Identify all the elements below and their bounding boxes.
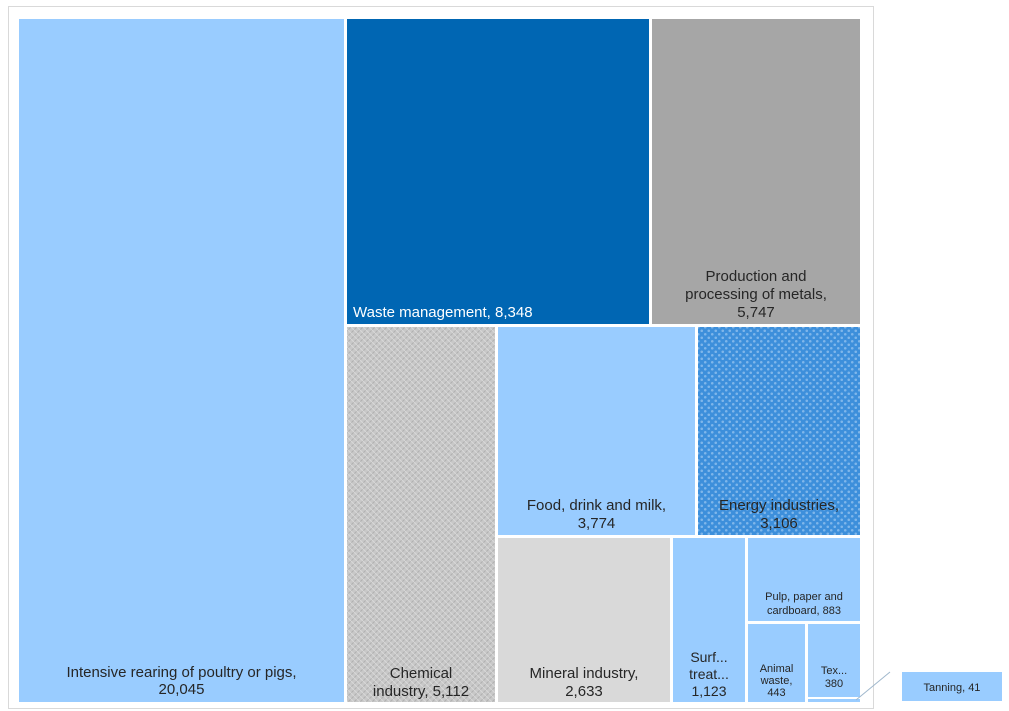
treemap-label-mineral-industry-line-1: Mineral industry, bbox=[530, 665, 639, 682]
treemap-cell-textiles bbox=[808, 624, 860, 697]
treemap-label-textiles-line-2: 380 bbox=[825, 678, 843, 690]
treemap-label-surface-treatment-line-1: Surf... bbox=[690, 649, 727, 665]
treemap-cell-mineral-industry bbox=[498, 538, 670, 702]
treemap-label-production-and-processing-of-metals-line-3: 5,747 bbox=[737, 304, 775, 321]
treemap-label-waste-management: Waste management, 8,348 bbox=[353, 304, 533, 321]
treemap-label-food-drink-and-milk-line-1: Food, drink and milk, bbox=[527, 497, 666, 514]
callout-box-tanning bbox=[902, 672, 1002, 701]
treemap-label-tanning: Tanning, 41 bbox=[924, 682, 981, 694]
treemap-label-production-and-processing-of-metals-line-2: processing of metals, bbox=[685, 286, 827, 303]
treemap-label-surface-treatment-line-2: treat... bbox=[689, 666, 729, 682]
treemap-cell-animal-waste bbox=[748, 624, 805, 702]
treemap-cell-pulp-paper-and-cardboard bbox=[748, 538, 860, 621]
treemap-label-animal-waste-line-1: Animal bbox=[760, 663, 794, 675]
treemap-label-animal-waste-line-2: waste, bbox=[760, 675, 793, 687]
treemap-label-mineral-industry-line-2: 2,633 bbox=[565, 683, 603, 700]
treemap-label-chemical-industry-line-2: industry, 5,112 bbox=[373, 683, 469, 700]
treemap-cell-energy-industries bbox=[698, 327, 860, 535]
treemap-label-energy-industries-line-2: 3,106 bbox=[760, 515, 798, 532]
treemap-cell-intensive-rearing-of-poultry-or-pigs bbox=[19, 19, 344, 702]
treemap-label-production-and-processing-of-metals-line-1: Production and bbox=[706, 268, 807, 285]
treemap-cell-tanning bbox=[808, 699, 860, 702]
callout-leader-line-tanning bbox=[855, 671, 891, 701]
treemap-label-energy-industries-line-1: Energy industries, bbox=[719, 497, 839, 514]
treemap-label-animal-waste-line-3: 443 bbox=[767, 687, 785, 699]
treemap-cell-waste-management bbox=[347, 19, 649, 324]
treemap-cell-surface-treatment bbox=[673, 538, 745, 702]
treemap-label-surface-treatment-line-3: 1,123 bbox=[691, 683, 726, 699]
treemap-cell-food-drink-and-milk bbox=[498, 327, 695, 535]
treemap-label-chemical-industry-line-1: Chemical bbox=[390, 665, 453, 682]
treemap-label-pulp-paper-and-cardboard-line-2: cardboard, 883 bbox=[767, 605, 841, 617]
treemap-label-pulp-paper-and-cardboard-line-1: Pulp, paper and bbox=[765, 591, 843, 603]
treemap-label-textiles-line-1: Tex... bbox=[821, 665, 847, 677]
treemap-cell-production-and-processing-of-metals bbox=[652, 19, 860, 324]
treemap-cell-chemical-industry bbox=[347, 327, 495, 702]
treemap-label-intensive-rearing-of-poultry-or-pigs-line-2: 20,045 bbox=[159, 681, 205, 698]
treemap-label-intensive-rearing-of-poultry-or-pigs-line-1: Intensive rearing of poultry or pigs, bbox=[66, 664, 296, 681]
treemap-label-food-drink-and-milk-line-2: 3,774 bbox=[578, 515, 616, 532]
